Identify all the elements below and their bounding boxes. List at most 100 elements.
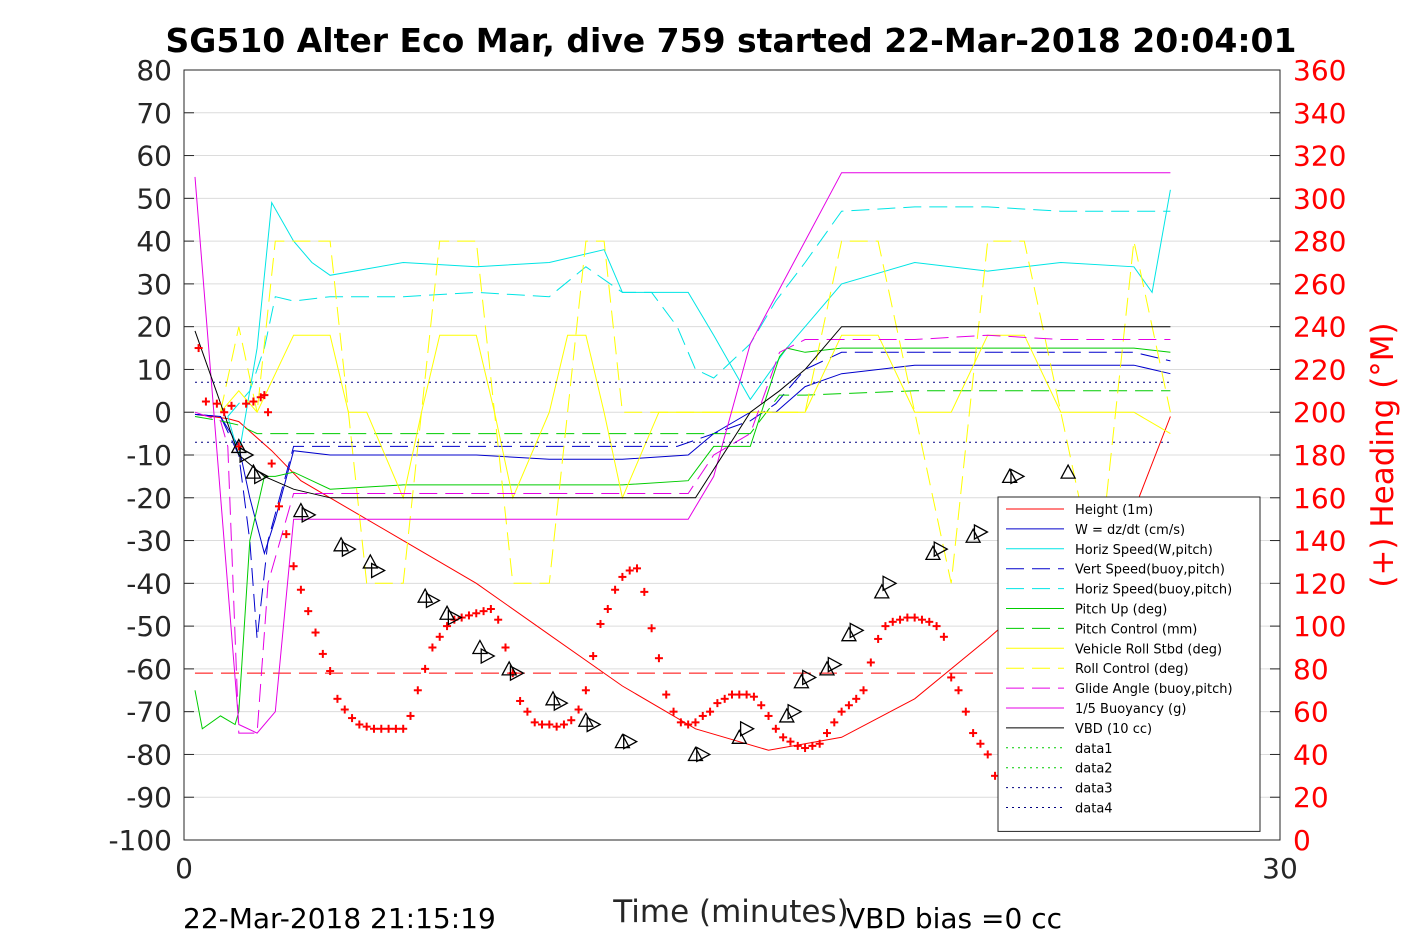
heading-point [406, 711, 415, 720]
series-layer [194, 172, 1171, 751]
triangle-marker [849, 622, 865, 639]
heading-point [355, 720, 364, 729]
triangle-marker [778, 707, 795, 723]
triangle-marker [333, 536, 350, 552]
heading-point [399, 724, 408, 733]
series-line-2 [227, 189, 1171, 456]
triangle-marker [425, 592, 441, 609]
heading-point [779, 733, 788, 742]
heading-point [603, 605, 612, 613]
series-line-4 [227, 206, 1171, 417]
chart-title: SG510 Alter Eco Mar, dive 759 started 22… [166, 21, 1297, 60]
y-tick-label: 0 [154, 396, 172, 429]
heading-point [289, 562, 298, 571]
y-right-tick-label: 40 [1293, 738, 1329, 771]
heading-point [194, 344, 203, 353]
heading-point [348, 714, 357, 723]
heading-point [939, 632, 948, 641]
heading-point [428, 643, 437, 652]
y-tick-label: 60 [136, 140, 172, 173]
legend-label: Vehicle Roll Stbd (deg) [1075, 642, 1222, 657]
series-line-7 [220, 334, 1171, 500]
legend-label: 1/5 Buoyancy (g) [1075, 702, 1186, 717]
heading-point [212, 399, 221, 408]
legend-label: data2 [1075, 762, 1113, 777]
triangle-marker [802, 669, 818, 686]
triangle-marker [480, 647, 496, 665]
heading-point [757, 701, 766, 710]
heading-point [896, 615, 905, 624]
heading-point [749, 692, 758, 701]
series-line-5 [194, 347, 1171, 730]
heading-point [859, 686, 868, 695]
heading-point [917, 615, 926, 624]
legend-label: Pitch Control (mm) [1075, 622, 1197, 637]
heading-point [611, 585, 620, 594]
triangle-marker [933, 541, 949, 558]
triangle-marker [614, 733, 631, 749]
heading-point [866, 658, 875, 667]
triangle-marker [818, 660, 836, 676]
heading-point [413, 686, 422, 695]
heading-point [494, 615, 503, 624]
y-right-tick-label: 120 [1293, 567, 1346, 600]
heading-point [523, 707, 532, 716]
heading-point [435, 632, 444, 641]
heading-point [545, 720, 554, 729]
triangle-marker [239, 446, 255, 464]
heading-point [589, 652, 598, 661]
heading-point [764, 711, 773, 720]
heading-point [925, 617, 934, 626]
legend-label: Pitch Up (deg) [1075, 603, 1167, 618]
heading-point [377, 724, 386, 733]
heading-point [771, 724, 780, 733]
triangle-marker [696, 746, 712, 763]
heading-point [516, 696, 525, 705]
heading-point [201, 397, 210, 406]
heading-point [318, 649, 327, 658]
footer-timestamp: 22-Mar-2018 21:15:19 [183, 902, 496, 935]
heading-point [983, 750, 992, 759]
triangle-marker [292, 502, 309, 518]
heading-point [538, 720, 547, 729]
y-right-tick-label: 360 [1293, 54, 1346, 87]
y-right-tick-label: 200 [1293, 396, 1346, 429]
heading-point [479, 607, 488, 616]
triangle-marker [254, 468, 270, 485]
heading-point [830, 718, 839, 727]
triangle-marker [438, 604, 456, 620]
heading-point [684, 720, 693, 729]
heading-point [530, 718, 539, 727]
triangle-marker [840, 626, 857, 642]
triangle-marker [687, 746, 704, 762]
y-tick-label: -100 [108, 824, 172, 857]
y-right-tick-label: 260 [1293, 268, 1346, 301]
triangle-marker [1060, 463, 1077, 479]
series-line-3 [194, 351, 1171, 639]
heading-point [640, 587, 649, 596]
triangle-marker [544, 690, 562, 706]
triangle-marker [731, 728, 748, 744]
triangle-marker [301, 506, 317, 523]
heading-point [472, 609, 481, 618]
legend-label: data4 [1075, 802, 1113, 817]
footer-vbd-bias: VBD bias =0 cc [846, 902, 1062, 935]
heading-point [669, 707, 678, 716]
heading-point [822, 729, 831, 738]
heading-point [625, 566, 634, 575]
y-tick-label: -20 [126, 482, 172, 515]
heading-point [786, 737, 795, 746]
heading-point [227, 401, 236, 410]
triangle-marker [873, 583, 890, 599]
heading-point [369, 724, 378, 733]
heading-point [742, 690, 751, 699]
triangle-marker [793, 673, 810, 689]
legend-label: Roll Control (deg) [1075, 662, 1189, 677]
heading-point [274, 502, 283, 511]
y-tick-label: -90 [126, 781, 172, 814]
legend-label: Height (1m) [1075, 503, 1153, 518]
y-right-tick-label: 240 [1293, 311, 1346, 344]
triangle-marker [787, 703, 803, 720]
heading-point [443, 622, 452, 631]
